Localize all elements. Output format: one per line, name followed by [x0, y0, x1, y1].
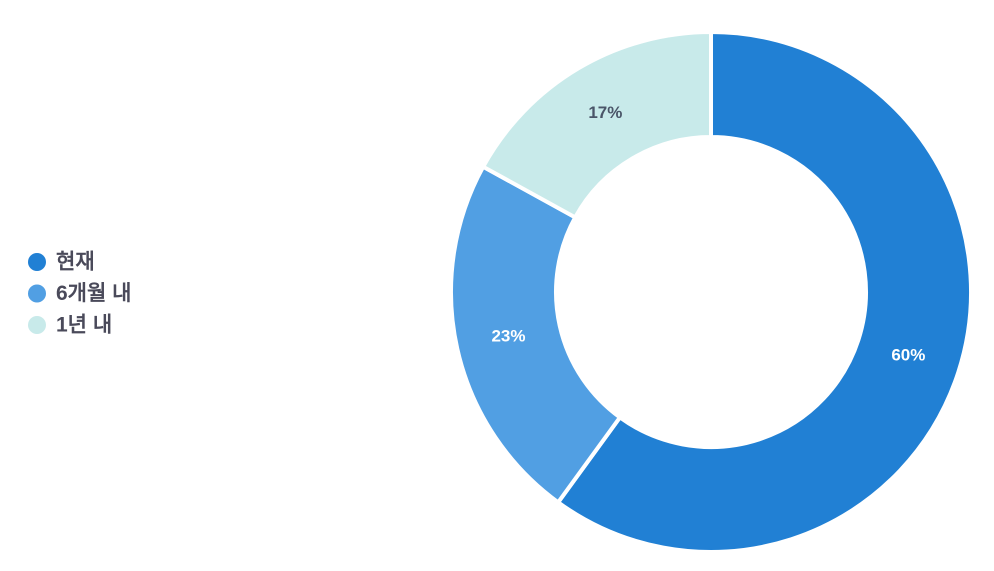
donut-slice[interactable] — [480, 29, 713, 221]
donut-slice[interactable] — [555, 29, 973, 554]
legend-marker[interactable] — [28, 253, 46, 271]
donut-slice[interactable] — [449, 164, 623, 506]
legend-label[interactable]: 현재 — [56, 251, 95, 274]
slice-label: 17% — [588, 103, 622, 122]
slice-label: 60% — [891, 346, 925, 365]
slice-label: 23% — [491, 327, 525, 346]
legend-label[interactable]: 1년 내 — [56, 314, 112, 337]
legend-label[interactable]: 6개월 내 — [56, 282, 131, 305]
legend-marker[interactable] — [28, 284, 46, 303]
legend-marker[interactable] — [28, 316, 46, 334]
